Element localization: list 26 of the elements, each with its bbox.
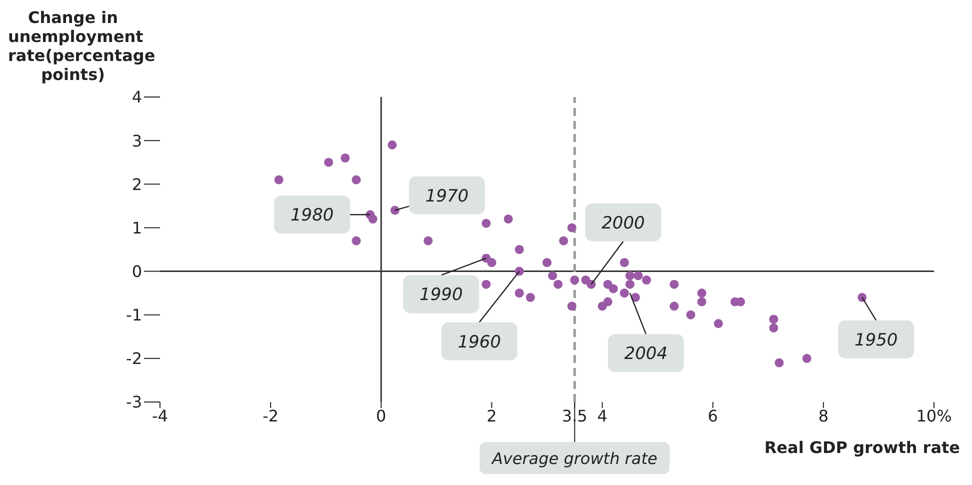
x-tick-label: 10%	[916, 406, 952, 426]
y-tick-label: 0	[132, 262, 142, 281]
y-tick-label: -1	[126, 306, 142, 325]
annotation: 1960	[458, 332, 501, 352]
annotation: 1950	[854, 330, 898, 350]
annotation: 1990	[420, 285, 463, 306]
x-tick-label: -2	[262, 406, 279, 426]
x-tick-label: 4	[597, 406, 608, 426]
x-tick-label: 6	[708, 406, 718, 426]
y-tick-label: -2	[126, 349, 142, 368]
annotation: 2000	[602, 213, 645, 234]
annotation: 2004	[624, 344, 668, 364]
annotation: 1970	[425, 186, 469, 206]
y-tick-label: 2	[132, 174, 142, 194]
y-axis-title: Change in unemployment rate(percentage points)	[8, 8, 156, 84]
x-tick-label: 8	[818, 406, 829, 426]
y-tick-label: 3	[132, 131, 142, 150]
x-tick-label: 2	[486, 406, 497, 426]
x-tick-label: 0	[376, 406, 386, 426]
annotation: 1980	[290, 206, 334, 226]
y-tick-label: -3	[126, 392, 142, 412]
x-tick-label: -4	[152, 406, 168, 426]
y-tick-label: 1	[132, 218, 142, 238]
y-tick-label: 4	[132, 88, 142, 107]
ref-line-label: Average growth rate	[490, 449, 658, 468]
x-axis-title: Real GDP growth rate	[764, 438, 960, 457]
